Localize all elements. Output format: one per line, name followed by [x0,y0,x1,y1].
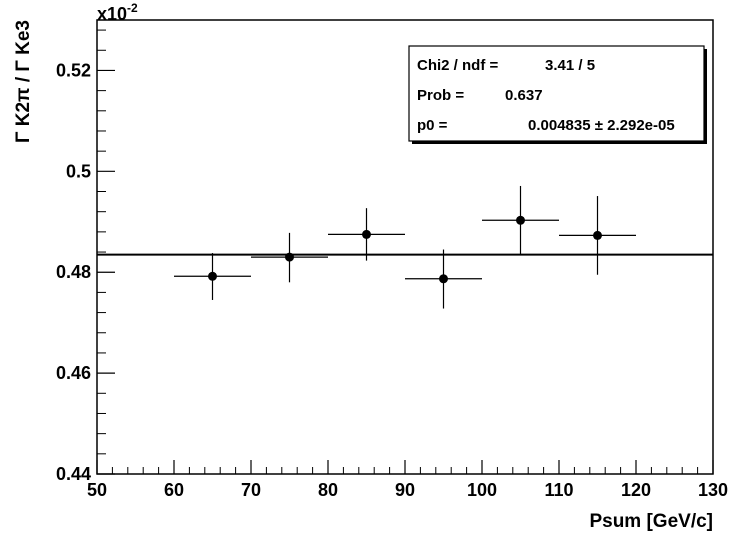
x-tick-label: 50 [87,480,107,500]
stats-box-frame [408,45,705,142]
stats-chi2-value: 3.41 / 5 [545,57,595,74]
x-axis-title: Psum [GeV/c] [589,511,713,532]
y-tick-label: 0.46 [56,363,91,383]
y-tick-label: 0.44 [56,464,91,484]
stats-prob-label: Prob = [417,87,464,104]
data-point [405,249,482,309]
point-marker [439,274,448,284]
data-point [251,232,328,283]
stats-prob-value: 0.637 [505,87,543,104]
point-marker [285,252,294,262]
x-tick-label: 70 [241,480,261,500]
stats-p0-value: 0.004835 ± 2.292e-05 [528,117,675,134]
y-exponent-label: x10-2 [97,1,138,24]
x-tick-label: 80 [318,480,338,500]
data-point [174,253,251,300]
x-tick-label: 100 [467,480,497,500]
y-tick-label: 0.52 [56,60,91,80]
point-marker [362,229,371,239]
x-tick-label: 110 [544,480,573,500]
y-axis-title: Γ K2π / Γ Ke3 [13,20,34,143]
point-marker [593,230,602,240]
x-axis: 50 60 70 80 90 100 110 120 130 [87,460,728,500]
y-exponent-power: -2 [127,1,138,15]
data-points [174,185,636,309]
stats-box: Chi2 / ndf = 3.41 / 5 Prob = 0.637 p0 = … [408,45,707,144]
x-tick-label: 60 [164,480,184,500]
y-tick-label: 0.5 [66,161,91,181]
x-tick-label: 130 [698,480,728,500]
x-tick-label: 120 [621,480,651,500]
y-tick-label: 0.48 [56,262,91,282]
data-point [559,196,636,275]
stats-p0-label: p0 = [417,117,448,134]
point-marker [516,215,525,225]
x-tick-label: 90 [395,480,415,500]
point-marker [208,271,217,281]
y-axis: 0.44 0.46 0.48 0.5 0.52 [56,29,115,484]
data-point [482,185,559,255]
stats-chi2-label: Chi2 / ndf = [417,57,498,74]
data-point [328,208,405,261]
